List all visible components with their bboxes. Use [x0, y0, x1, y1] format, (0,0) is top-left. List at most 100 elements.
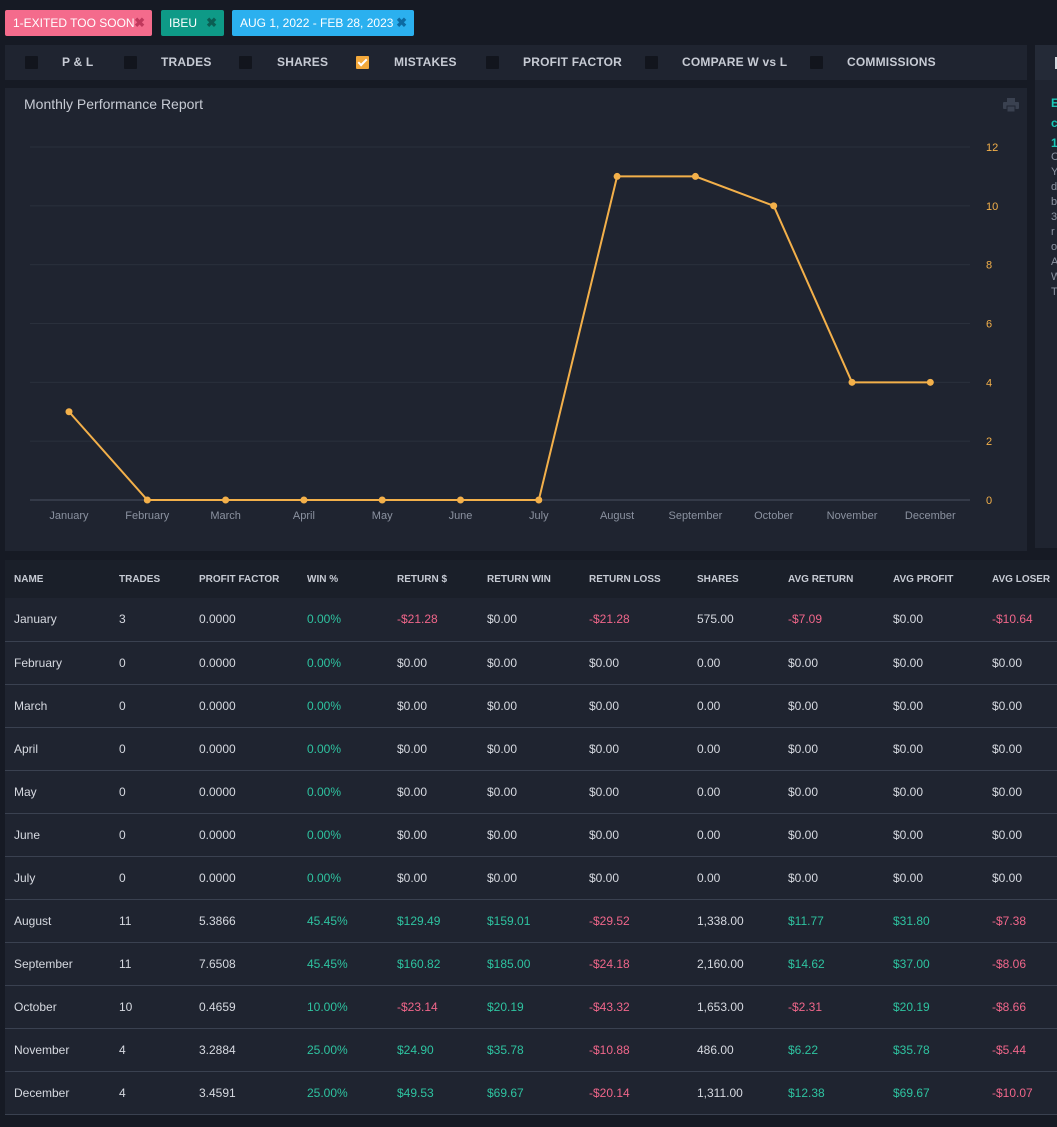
table-cell: 10.00% [298, 985, 388, 1029]
close-icon[interactable]: ✖ [396, 15, 407, 30]
table-cell: $6.22 [779, 1028, 884, 1072]
table-row[interactable]: August 11 5.3866 45.45% $129.49 $159.01 -$29.5… [5, 899, 1057, 943]
table-cell: $0.00 [478, 727, 580, 771]
filter-chip-symbol[interactable]: IBEU ✖ [161, 10, 224, 36]
table-cell: $0.00 [983, 856, 1057, 900]
table-cell: 1,338.00 [688, 899, 779, 943]
filter-chip-label: AUG 1, 2022 - FEB 28, 2023 [240, 16, 394, 30]
tab-label: COMPARE W vs L [682, 55, 788, 69]
table-row[interactable]: December 4 3.4591 25.00% $49.53 $69.67 -$20.14… [5, 1071, 1057, 1115]
column-header[interactable]: SHARES [688, 560, 779, 598]
table-cell: $35.78 [884, 1028, 983, 1072]
column-header[interactable]: AVG LOSER [983, 560, 1057, 598]
table-cell: 0.00% [298, 856, 388, 900]
table-row[interactable]: October 10 0.4659 10.00% -$23.14 $20.19 -$43.3… [5, 985, 1057, 1029]
table-cell: $185.00 [478, 942, 580, 986]
column-header[interactable]: AVG PROFIT [884, 560, 983, 598]
table-row[interactable]: November 4 3.2884 25.00% $24.90 $35.78 -$10.88… [5, 1028, 1057, 1072]
checkbox[interactable] [25, 56, 38, 69]
x-tick-label: June [449, 510, 473, 522]
side-panel-tab[interactable] [1035, 45, 1057, 80]
table-cell: 0.00 [688, 727, 779, 771]
table-cell: November [5, 1028, 110, 1072]
data-point [222, 496, 230, 504]
checkbox[interactable] [810, 56, 823, 69]
x-tick-label: January [49, 510, 89, 522]
table-cell: 0.00 [688, 813, 779, 857]
data-point [535, 496, 543, 504]
data-point [848, 378, 856, 386]
filter-chip-date-range[interactable]: AUG 1, 2022 - FEB 28, 2023 ✖ [232, 10, 414, 36]
table-cell: $0.00 [983, 684, 1057, 728]
data-point [926, 378, 934, 386]
table-cell: 0.00% [298, 770, 388, 814]
close-icon[interactable]: ✖ [134, 15, 145, 30]
table-cell: 1,653.00 [688, 985, 779, 1029]
table-cell: 0.00% [298, 598, 388, 642]
tab-label: COMMISSIONS [847, 55, 936, 69]
side-panel: E c 1 C Y d b 3 r o A W T [1035, 45, 1057, 548]
series-line [68, 175, 931, 501]
column-header[interactable]: NAME [5, 560, 110, 598]
table-cell: 0 [110, 684, 190, 728]
table-cell: 3.4591 [190, 1071, 298, 1115]
close-icon[interactable]: ✖ [206, 15, 217, 30]
column-header[interactable]: WIN % [298, 560, 388, 598]
table-cell: 0.00 [688, 770, 779, 814]
column-header[interactable]: AVG RETURN [779, 560, 884, 598]
print-icon[interactable] [1003, 98, 1019, 112]
checkbox[interactable] [486, 56, 499, 69]
y-tick-label: 10 [986, 201, 998, 213]
table-cell: $0.00 [884, 684, 983, 728]
table-cell: February [5, 641, 110, 685]
table-cell: July [5, 856, 110, 900]
table-row[interactable]: May 0 0.0000 0.00% $0.00 $0.00 $0.00 0.00 $0.00 $… [5, 770, 1057, 814]
report-table: NAME TRADES PROFIT FACTOR WIN % RETURN $ RETU… [5, 560, 1057, 1115]
column-header[interactable]: RETURN $ [388, 560, 478, 598]
table-cell: -$10.88 [580, 1028, 688, 1072]
checkbox[interactable] [124, 56, 137, 69]
table-row[interactable]: January 3 0.0000 0.00% -$21.28 $0.00 -$21.28 57… [5, 598, 1057, 642]
column-header[interactable]: PROFIT FACTOR [190, 560, 298, 598]
table-cell: $0.00 [779, 641, 884, 685]
checkbox-checked[interactable] [356, 56, 369, 69]
table-cell: -$7.38 [983, 899, 1057, 943]
column-header[interactable]: RETURN WIN [478, 560, 580, 598]
table-row[interactable]: June 0 0.0000 0.00% $0.00 $0.00 $0.00 0.00 $0.00… [5, 813, 1057, 857]
table-cell: 0.00% [298, 684, 388, 728]
checkbox[interactable] [645, 56, 658, 69]
table-row[interactable]: February 0 0.0000 0.00% $0.00 $0.00 $0.00 0.00 $… [5, 641, 1057, 685]
side-panel-text: C Y d b 3 r o A W T [1051, 151, 1057, 298]
table-cell: August [5, 899, 110, 943]
table-cell: $129.49 [388, 899, 478, 943]
table-cell: 0.0000 [190, 813, 298, 857]
x-tick-label: September [668, 510, 722, 522]
table-cell: $160.82 [388, 942, 478, 986]
y-tick-label: 8 [986, 260, 992, 272]
table-cell: 0 [110, 813, 190, 857]
table-cell: 3.2884 [190, 1028, 298, 1072]
checkbox[interactable] [239, 56, 252, 69]
table-row[interactable]: April 0 0.0000 0.00% $0.00 $0.00 $0.00 0.00 $0.0… [5, 727, 1057, 771]
table-cell: $0.00 [580, 641, 688, 685]
table-row[interactable]: September 11 7.6508 45.45% $160.82 $185.00 -$2… [5, 942, 1057, 986]
table-cell: 0.00 [688, 856, 779, 900]
column-header[interactable]: TRADES [110, 560, 190, 598]
table-cell: 25.00% [298, 1028, 388, 1072]
table-cell: December [5, 1071, 110, 1115]
table-row[interactable]: March 0 0.0000 0.00% $0.00 $0.00 $0.00 0.00 $0.0… [5, 684, 1057, 728]
x-tick-label: July [529, 510, 549, 522]
table-cell: March [5, 684, 110, 728]
table-cell: -$43.32 [580, 985, 688, 1029]
table-row[interactable]: July 0 0.0000 0.00% $0.00 $0.00 $0.00 0.00 $0.00… [5, 856, 1057, 900]
y-tick-label: 0 [986, 495, 992, 507]
filter-chip-mistake[interactable]: 1-EXITED TOO SOON ✖ [5, 10, 152, 36]
metric-tab-bar: P & L TRADES SHARES MISTAKES PROFIT FACT… [5, 45, 1027, 80]
data-point [378, 496, 386, 504]
column-header[interactable]: RETURN LOSS [580, 560, 688, 598]
table-cell: $0.00 [580, 813, 688, 857]
table-cell: $35.78 [478, 1028, 580, 1072]
table-cell: $0.00 [983, 770, 1057, 814]
data-point [613, 172, 621, 180]
tab-label: SHARES [277, 55, 329, 69]
